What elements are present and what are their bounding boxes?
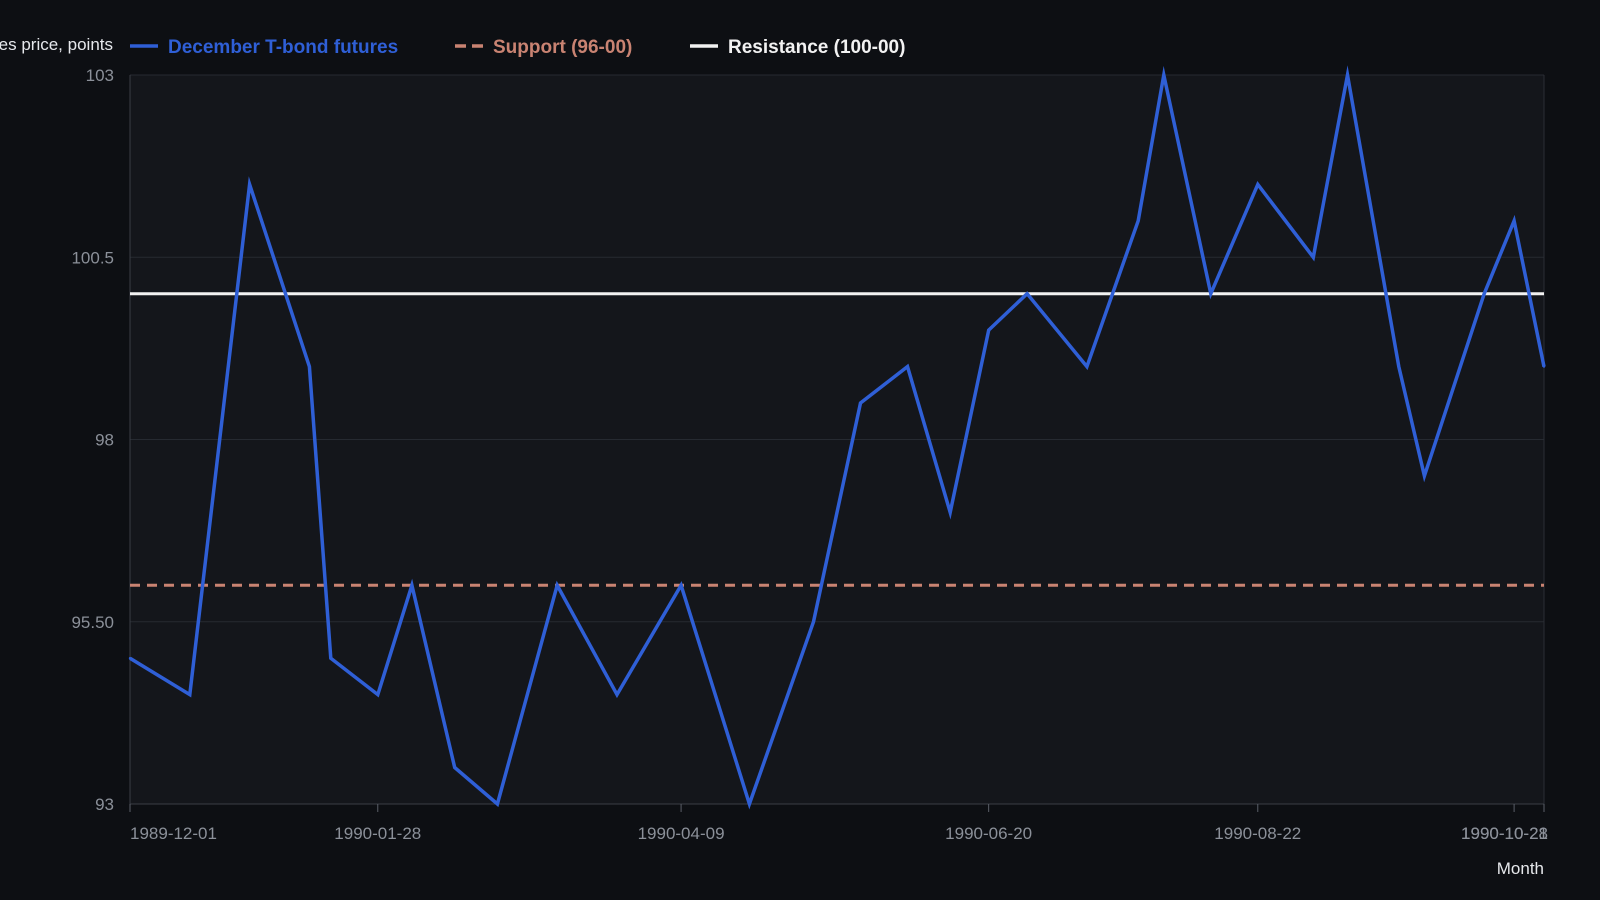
data-point [615,693,619,696]
data-point [949,511,952,514]
data-point [1346,73,1349,77]
data-point [308,365,311,368]
data-point [496,802,499,806]
y-tick-label: 98 [95,431,114,450]
legend-label: December T-bond futures [168,37,398,58]
axes: 103 100.5 98 95.50 93 1989-12-01 1990-01-28 199… [71,66,1548,843]
x-tick-label: 1990-10-21 [1461,824,1548,843]
data-point [1162,73,1166,77]
x-tick-label: 1990-10-28 [1461,824,1548,843]
series-layer [128,65,1546,810]
gridlines [130,74,1544,805]
data-point [1482,292,1486,295]
y-tick-label: 93 [95,795,114,814]
data-point [1423,474,1426,478]
x-tick-label: 1990-04-09 [638,824,725,843]
y-tick-label: 103 [86,66,114,85]
legend: December T-bond futures Support (96-00) Re… [130,37,905,58]
data-point [1512,219,1516,222]
data-point [248,183,251,186]
data-point [555,584,559,587]
data-point [376,693,379,696]
data-point [679,584,683,587]
x-tick-label: 1990-06-20 [945,824,1032,843]
x-tick-label: 1990-01-28 [334,824,421,843]
data-point [748,802,751,806]
data-point [1025,292,1029,295]
legend-label: Resistance (100-00) [728,37,905,58]
y-axis-title: Futures price, points [0,35,113,54]
data-point [987,328,990,332]
data-point [1312,256,1315,259]
x-axis-title: Month [1497,859,1544,878]
data-point [1256,183,1259,186]
data-point [1085,365,1089,368]
x-tick-label: 1990-08-22 [1214,824,1301,843]
data-point [1136,219,1140,222]
data-point [1209,292,1212,295]
y-tick-label: 100.5 [71,248,114,267]
data-point [859,401,862,405]
data-point [1397,365,1400,368]
x-tick-label: 1989-12-01 [130,824,217,843]
data-point [188,693,192,696]
legend-label: Support (96-00) [493,37,632,58]
data-point [1542,365,1546,368]
data-point [812,620,815,623]
data-point [410,584,414,587]
data-point [906,365,909,368]
data-point [128,657,132,660]
data-point [329,657,332,660]
y-tick-label: 95.50 [71,613,114,632]
data-point [453,766,456,769]
